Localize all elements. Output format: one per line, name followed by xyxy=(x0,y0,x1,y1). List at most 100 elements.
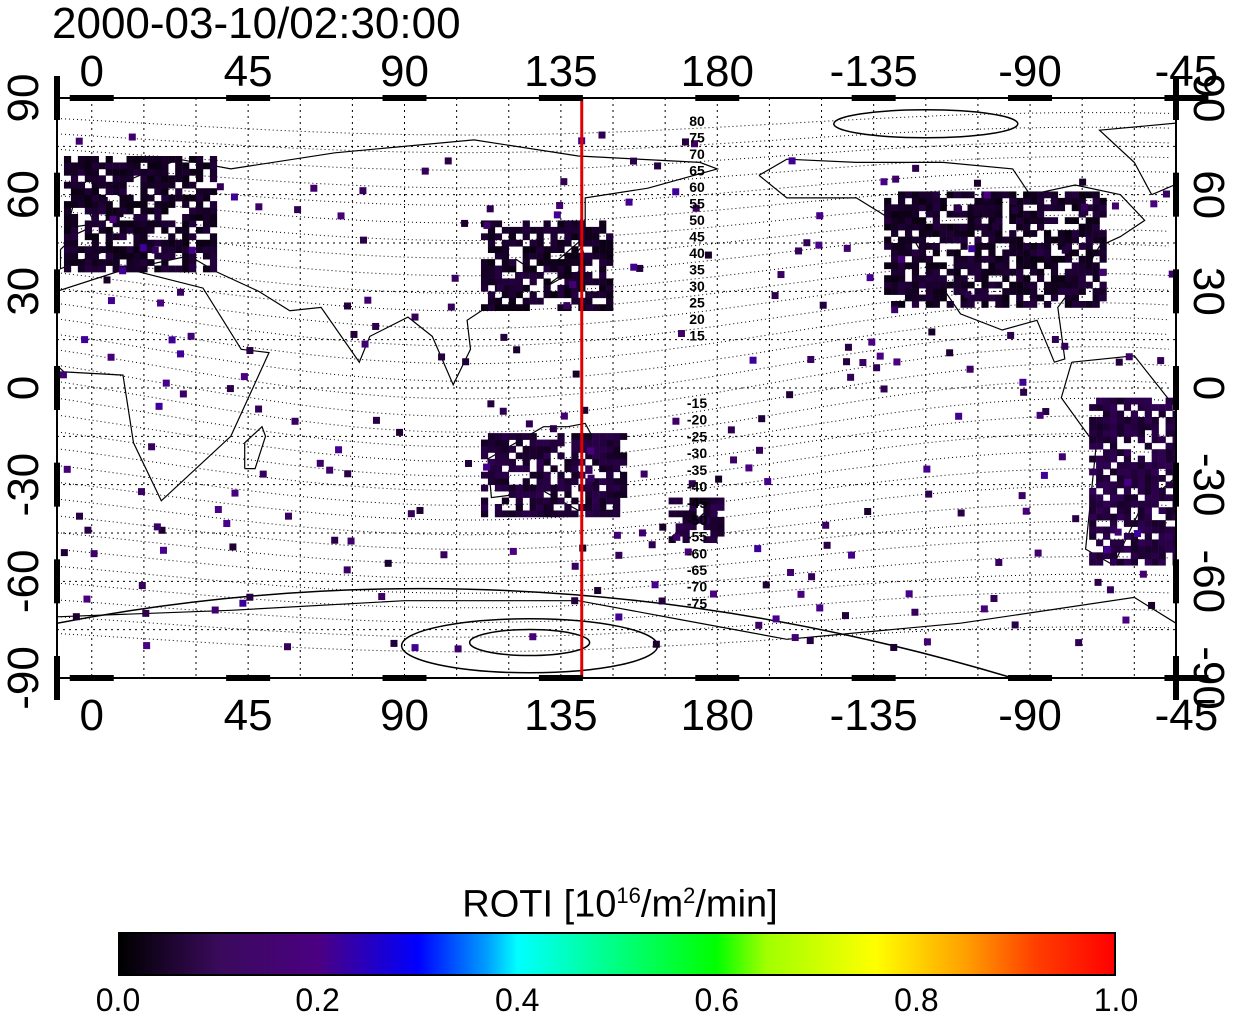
roti-pixel xyxy=(1103,481,1111,489)
roti-pixel xyxy=(995,191,1003,199)
roti-pixel xyxy=(515,304,523,312)
roti-pixel xyxy=(331,536,339,544)
roti-pixel xyxy=(1193,430,1200,437)
roti-pixel xyxy=(897,191,906,199)
roti-pixel xyxy=(564,265,572,273)
roti-pixel xyxy=(918,230,927,237)
roti-pixel xyxy=(161,162,169,170)
roti-pixel xyxy=(807,355,815,363)
roti-pixel xyxy=(1186,436,1193,443)
roti-pixel xyxy=(126,194,134,202)
roti-pixel xyxy=(508,304,516,312)
roti-pixel xyxy=(77,246,86,254)
roti-pixel xyxy=(91,252,99,260)
roti-pixel xyxy=(1123,462,1132,469)
roti-pixel xyxy=(133,156,141,163)
roti-pixel xyxy=(619,471,628,479)
roti-pixel xyxy=(168,239,176,247)
roti-pixel xyxy=(84,162,93,170)
roti-pixel xyxy=(592,226,600,234)
roti-pixel xyxy=(337,212,345,220)
roti-pixel xyxy=(599,433,607,440)
roti-pixel xyxy=(1092,191,1100,199)
roti-pixel xyxy=(1043,217,1052,225)
roti-pixel xyxy=(508,446,516,453)
roti-pixel xyxy=(223,520,231,528)
roti-pixel xyxy=(1130,397,1139,405)
roti-pixel xyxy=(91,207,99,215)
roti-pixel xyxy=(1016,281,1024,289)
roti-pixel xyxy=(571,471,579,479)
roti-pixel xyxy=(75,137,83,145)
x-tick-label-top: -135 xyxy=(830,47,918,96)
roti-pixel xyxy=(70,162,79,170)
roti-pixel xyxy=(571,478,579,486)
roti-pixel xyxy=(564,478,572,486)
roti-pixel xyxy=(147,220,155,228)
roti-pixel xyxy=(585,297,593,305)
mlat-label: 35 xyxy=(689,262,705,278)
roti-pixel xyxy=(710,529,718,537)
roti-pixel xyxy=(815,241,823,249)
roti-pixel xyxy=(981,275,989,283)
roti-pixel xyxy=(515,497,523,505)
roti-pixel xyxy=(904,223,913,231)
roti-pixel xyxy=(119,246,127,254)
roti-pixel xyxy=(1092,223,1100,231)
roti-pixel xyxy=(1165,404,1173,411)
roti-pixel xyxy=(988,243,996,250)
roti-pixel xyxy=(904,262,913,270)
roti-pixel xyxy=(571,465,579,473)
roti-pixel xyxy=(564,239,572,247)
roti-pixel xyxy=(918,236,927,244)
roti-pixel xyxy=(911,204,920,212)
roti-pixel xyxy=(1144,475,1152,482)
roti-pixel xyxy=(884,204,892,212)
roti-pixel xyxy=(891,262,899,270)
roti-pixel xyxy=(487,478,496,486)
roti-pixel xyxy=(890,643,898,651)
roti-pixel xyxy=(864,507,872,515)
y-tick-label-left: 60 xyxy=(0,170,48,219)
roti-pixel xyxy=(529,297,537,305)
roti-pixel xyxy=(105,162,113,170)
roti-pixel xyxy=(904,217,913,225)
roti-pixel xyxy=(1099,197,1107,205)
roti-pixel xyxy=(1064,281,1072,289)
roti-pixel xyxy=(154,239,162,247)
roti-pixel xyxy=(91,220,99,228)
roti-pixel xyxy=(112,233,120,241)
roti-pixel xyxy=(1193,520,1200,527)
roti-pixel xyxy=(196,194,204,202)
roti-pixel xyxy=(1151,500,1159,508)
mlat-label: 50 xyxy=(689,212,705,228)
mlat-label: 65 xyxy=(689,163,705,179)
y-tick-label-right: -90 xyxy=(1184,646,1233,710)
roti-pixel xyxy=(480,439,489,447)
roti-pixel xyxy=(1096,494,1104,502)
roti-pixel xyxy=(1071,217,1079,225)
roti-pixel xyxy=(70,252,79,260)
roti-pixel xyxy=(1016,217,1024,225)
roti-pixel xyxy=(1096,436,1104,444)
roti-pixel xyxy=(988,249,996,257)
roti-pixel xyxy=(70,175,79,183)
roti-pixel xyxy=(515,452,523,460)
roti-pixel xyxy=(536,439,544,447)
roti-pixel xyxy=(126,156,134,163)
roti-pixel xyxy=(107,353,115,361)
roti-pixel xyxy=(1103,552,1111,560)
roti-pixel xyxy=(1078,223,1086,231)
mlat-contour xyxy=(57,591,1170,623)
roti-pixel xyxy=(585,510,593,518)
roti-pixel xyxy=(613,531,621,539)
roti-pixel xyxy=(974,294,982,302)
roti-pixel xyxy=(715,475,723,483)
roti-pixel xyxy=(112,162,120,170)
roti-pixel xyxy=(189,252,197,260)
roti-pixel xyxy=(411,313,419,321)
roti-pixel xyxy=(955,205,963,213)
roti-pixel xyxy=(571,452,579,460)
roti-pixel xyxy=(161,207,169,215)
roti-pixel xyxy=(364,296,372,304)
